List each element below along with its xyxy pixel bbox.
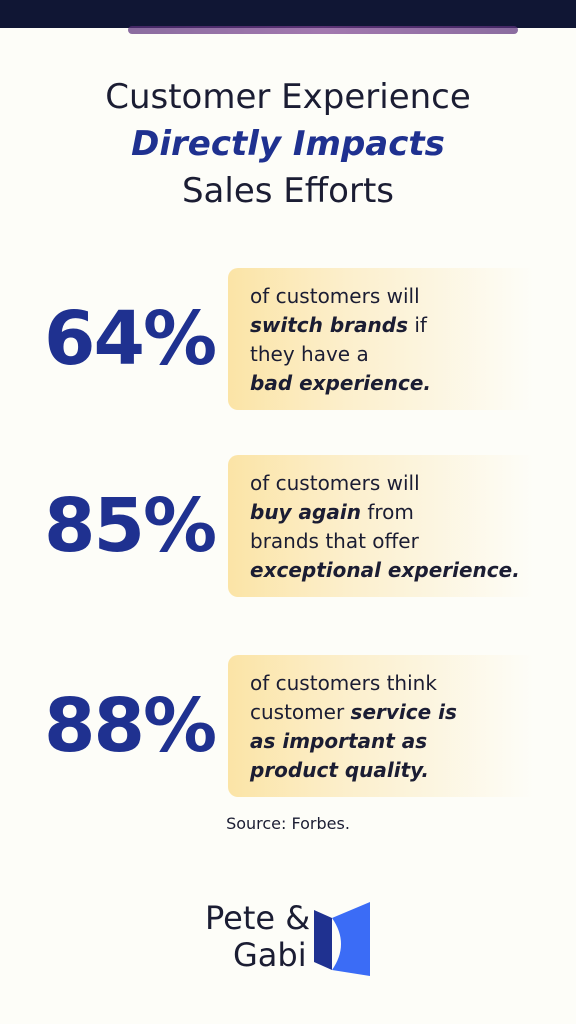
decoration (128, 26, 518, 34)
stat-figure: 64% (44, 296, 217, 382)
title-line: Customer Experience (105, 77, 471, 117)
stat-description: of customers think customer service is as … (250, 669, 457, 785)
text-segment: brands that offer (250, 529, 419, 553)
title: Customer Experience Directly Impacts Sales… (0, 74, 576, 215)
text-segment: customer (250, 700, 351, 724)
description-line: product quality. (250, 756, 457, 785)
stat-description: of customers will switch brands if they ha… (250, 282, 431, 398)
highlight-box (228, 655, 568, 797)
description-line: exceptional experience. (250, 556, 520, 585)
text-segment: if (408, 313, 427, 337)
logo-line: Pete & (205, 899, 311, 937)
logo-line: Gabi (233, 936, 307, 974)
description-line: they have a (250, 340, 431, 369)
source: Source: Forbes. (226, 814, 350, 833)
description-line: as important as (250, 727, 457, 756)
stat: 88% of customers think customer service is… (0, 655, 576, 797)
title-line: Directly Impacts (131, 124, 445, 164)
description-line: of customers will (250, 282, 431, 311)
text-segment: of customers will (250, 284, 420, 308)
text-segment: switch brands (250, 313, 408, 337)
stat: 64% of customers will switch brands if they… (0, 268, 576, 410)
text-segment: buy again (250, 500, 361, 524)
stat-description: of customers will buy again from brands th… (250, 469, 520, 585)
text-segment: product quality. (250, 758, 429, 782)
logo-mark (314, 902, 370, 976)
stat-figure: 88% (44, 683, 217, 769)
logo-shape (314, 910, 332, 970)
text-segment: exceptional experience. (250, 558, 520, 582)
stat-figure: 85% (44, 483, 217, 569)
title-line: Sales Efforts (181, 171, 395, 211)
description-line: of customers think (250, 669, 457, 698)
highlight-box (228, 455, 568, 597)
text-segment: they have a (250, 342, 369, 366)
top-bar (0, 0, 576, 28)
description-line: of customers will (250, 469, 520, 498)
text-segment: of customers will (250, 471, 420, 495)
logo-text: Pete & Gabi (205, 900, 310, 974)
highlight-box (228, 268, 568, 410)
description-line: buy again from (250, 498, 520, 527)
stat: 85% of customers will buy again from brands… (0, 455, 576, 597)
description-line: customer service is (250, 698, 457, 727)
description-line: bad experience. (250, 369, 431, 398)
text-segment: as important as (250, 729, 428, 753)
logo-shape (332, 902, 370, 976)
description-line: brands that offer (250, 527, 520, 556)
description-line: switch brands if (250, 311, 431, 340)
text-segment: service is (350, 700, 457, 724)
text-segment: bad experience. (250, 371, 431, 395)
text-segment: from (360, 500, 414, 524)
text-segment: of customers think (250, 671, 437, 695)
